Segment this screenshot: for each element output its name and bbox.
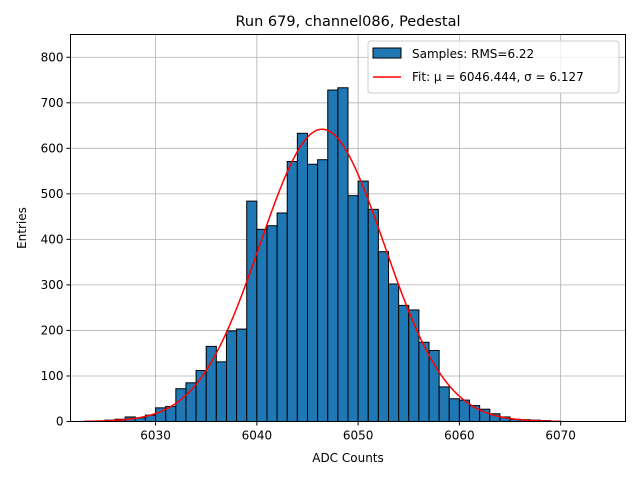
histogram-bar [398,304,410,422]
histogram-bar [225,330,238,423]
histogram-bar [306,163,319,422]
histogram-bar [296,132,308,422]
x-tick-label: 6060 [444,429,475,443]
legend-histogram-label: Samples: RMS=6.22 [412,47,534,61]
x-tick-label: 6030 [140,429,171,443]
x-tick-label: 6070 [545,429,576,443]
y-tick-label: 600 [41,141,64,155]
y-tick-label: 0 [56,415,64,429]
legend-box [367,40,620,94]
histogram-bar [175,388,187,422]
chart-title: Run 679, channel086, Pedestal [235,14,460,30]
histogram-bar [418,341,430,422]
histogram-bar [276,212,288,422]
legend: Samples: RMS=6.22 Fit: μ = 6046.444, σ =… [367,40,620,94]
histogram-bar [438,386,450,422]
legend-fit-label: Fit: μ = 6046.444, σ = 6.127 [412,70,584,84]
histogram-bar [286,161,298,422]
fit-curve [84,128,561,423]
histogram-bar [448,398,460,422]
y-tick-label: 400 [41,232,64,246]
y-tick-label: 300 [41,278,64,292]
histogram-bar [327,89,339,423]
histogram-bar [205,345,217,422]
histogram-bar [367,208,379,422]
axis-ticks: 6030 6040 6050 6060 6070 0 100 200 300 400 500 600 7… [41,50,576,442]
y-axis-label: Entries [15,207,29,249]
histogram-bar [377,251,390,422]
histogram-bar [185,382,197,422]
x-axis-label: ADC Counts [312,451,384,465]
histogram-bar [388,283,400,423]
histogram-bar [347,195,359,422]
y-tick-label: 200 [41,323,64,337]
histogram-bar [266,225,278,422]
x-tick-label: 6050 [343,429,374,443]
legend-histogram-swatch [372,47,402,59]
plot-frame [70,34,626,422]
histogram-bar [317,159,329,423]
y-tick-label: 500 [41,187,64,201]
histogram-bar [357,180,369,422]
histogram-bar [337,87,349,422]
y-tick-label: 700 [41,96,64,110]
x-tick-label: 6040 [242,429,273,443]
histogram-bar [215,361,227,423]
histogram-bar [256,228,268,422]
histogram-bar [236,328,248,422]
histogram-bar [428,349,440,422]
y-tick-label: 100 [41,369,64,383]
y-tick-label: 800 [41,50,64,64]
histogram-bar [408,309,420,422]
histogram-bar [246,200,258,422]
